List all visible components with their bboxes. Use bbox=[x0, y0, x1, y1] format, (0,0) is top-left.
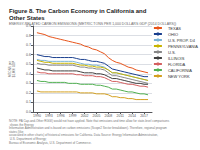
svg-text:0.6: 0.6 bbox=[26, 53, 31, 57]
svg-text:2002: 2002 bbox=[81, 114, 89, 118]
svg-text:Information Administration and: Information Administration and is based … bbox=[9, 126, 168, 130]
svg-text:2017: 2017 bbox=[140, 114, 148, 118]
svg-text:0.4: 0.4 bbox=[26, 72, 31, 76]
svg-text:PENNSYLVANIA: PENNSYLVANIA bbox=[168, 44, 198, 49]
svg-text:0.7: 0.7 bbox=[26, 43, 31, 47]
svg-text:associated in other charts) of: associated in other charts) of historica… bbox=[9, 133, 159, 137]
svg-text:0.3: 0.3 bbox=[26, 81, 31, 85]
svg-text:2011: 2011 bbox=[116, 114, 124, 118]
svg-text:ILLINOIS: ILLINOIS bbox=[168, 56, 185, 61]
svg-text:NEW YORK: NEW YORK bbox=[168, 74, 190, 79]
svg-text:NOTE: PA Cap-and-Other RGGI) w: NOTE: PA Cap-and-Other RGGI) would not h… bbox=[9, 118, 170, 123]
svg-text:$1,000 GDP: $1,000 GDP bbox=[11, 61, 15, 78]
svg-text:OHIO: OHIO bbox=[168, 32, 178, 37]
svg-text:Bureau of Economic Analysis, U: Bureau of Economic Analysis, U.S. Depart… bbox=[9, 140, 92, 144]
svg-text:shows the Energy: shows the Energy bbox=[9, 122, 34, 126]
svg-text:0.2: 0.2 bbox=[26, 91, 31, 95]
svg-text:0.9: 0.9 bbox=[26, 24, 31, 28]
svg-text:TEXAS: TEXAS bbox=[168, 26, 181, 31]
svg-text:2014: 2014 bbox=[128, 114, 136, 118]
svg-text:MTONS per: MTONS per bbox=[8, 61, 12, 77]
svg-text:0.5: 0.5 bbox=[26, 62, 31, 66]
svg-text:0.1: 0.1 bbox=[26, 100, 31, 104]
svg-text:2008: 2008 bbox=[104, 114, 112, 118]
svg-text:U.S. Department of Energy;: U.S. Department of Energy; bbox=[9, 136, 47, 141]
svg-text:states (like: states (like bbox=[9, 129, 24, 134]
svg-text:FLORIDA: FLORIDA bbox=[168, 62, 186, 67]
svg-text:Other States: Other States bbox=[9, 15, 45, 21]
svg-text:Figure 8. The Carbon Economy i: Figure 8. The Carbon Economy in Californ… bbox=[9, 8, 147, 14]
svg-text:U.S. PROP. D4: U.S. PROP. D4 bbox=[168, 38, 196, 43]
svg-text:0.8: 0.8 bbox=[26, 34, 31, 38]
svg-text:1999: 1999 bbox=[69, 114, 77, 118]
svg-text:0.0: 0.0 bbox=[26, 110, 31, 114]
svg-text:1996: 1996 bbox=[57, 114, 65, 118]
svg-text:2005: 2005 bbox=[93, 114, 101, 118]
svg-text:1990: 1990 bbox=[33, 114, 41, 118]
svg-text:ENERGY-RELATED CARBON EMISSION: ENERGY-RELATED CARBON EMISSIONS (METRIC … bbox=[9, 22, 176, 26]
svg-text:1993: 1993 bbox=[45, 114, 53, 118]
svg-text:U.S.: U.S. bbox=[168, 50, 176, 55]
svg-text:CALIFORNIA: CALIFORNIA bbox=[168, 68, 192, 73]
